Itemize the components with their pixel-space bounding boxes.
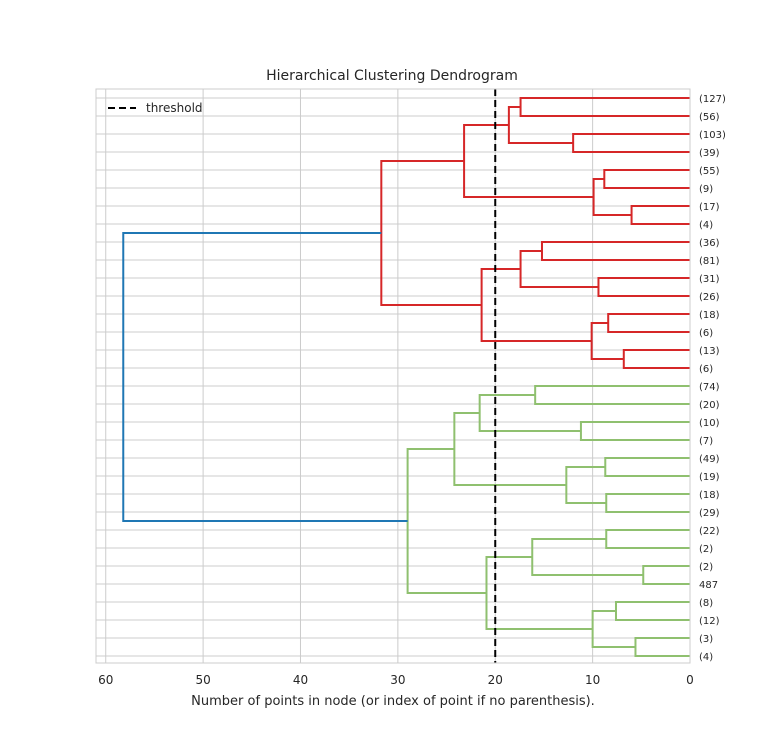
dendrogram-link bbox=[605, 493, 690, 513]
chart-title: Hierarchical Clustering Dendrogram bbox=[266, 68, 518, 84]
leaf-label: (127) bbox=[699, 94, 726, 105]
dendrogram-link bbox=[597, 277, 690, 297]
x-tick-label: 30 bbox=[390, 673, 405, 687]
dendrogram-link bbox=[406, 448, 487, 594]
dendrogram-link bbox=[480, 268, 592, 342]
dendrogram-link bbox=[603, 169, 690, 189]
dendrogram-link bbox=[534, 385, 690, 405]
dendrogram-link bbox=[604, 457, 690, 477]
dendrogram-link bbox=[622, 349, 690, 369]
dendrogram-link bbox=[591, 610, 636, 648]
leaf-label: (31) bbox=[699, 274, 720, 285]
dendrogram-link bbox=[607, 313, 690, 333]
leaf-label: (49) bbox=[699, 454, 720, 465]
leaf-label: (55) bbox=[699, 166, 720, 177]
leaf-label: 487 bbox=[699, 580, 718, 591]
leaf-label: (13) bbox=[699, 346, 720, 357]
dendrogram-link bbox=[579, 421, 690, 441]
leaf-label: (103) bbox=[699, 130, 726, 141]
leaf-label: (22) bbox=[699, 526, 720, 537]
leaf-label: (4) bbox=[699, 652, 713, 663]
leaf-label: (7) bbox=[699, 436, 713, 447]
leaf-label: (3) bbox=[699, 634, 713, 645]
legend: threshold bbox=[108, 101, 203, 115]
dendrogram-link bbox=[519, 250, 599, 288]
leaf-label: (81) bbox=[699, 256, 720, 267]
dendrogram-link bbox=[540, 241, 690, 261]
dendrogram-link bbox=[380, 160, 482, 306]
dendrogram-link bbox=[614, 601, 690, 621]
leaf-label: (8) bbox=[699, 598, 713, 609]
dendrogram-link bbox=[605, 529, 690, 549]
leaf-label: (6) bbox=[699, 364, 713, 375]
leaf-labels: (127) (56) (103) (39) (55) (9) (17) (4) (36) (81)… bbox=[699, 94, 726, 663]
dendrogram-link bbox=[122, 232, 408, 522]
dendrogram-link bbox=[642, 565, 690, 585]
x-tick-label: 0 bbox=[686, 673, 694, 687]
plot-frame bbox=[95, 88, 691, 664]
dendrogram-link bbox=[572, 133, 690, 153]
dendrogram-link bbox=[453, 412, 567, 486]
leaf-label: (20) bbox=[699, 400, 720, 411]
dendrogram-link bbox=[485, 556, 593, 630]
leaf-label: (4) bbox=[699, 220, 713, 231]
x-tick-label: 50 bbox=[195, 673, 210, 687]
leaf-label: (6) bbox=[699, 328, 713, 339]
dendrogram-link bbox=[565, 466, 607, 504]
leaf-label: (36) bbox=[699, 238, 720, 249]
dendrogram-link bbox=[519, 97, 690, 117]
leaf-label: (2) bbox=[699, 544, 713, 555]
grid-lines bbox=[96, 89, 691, 663]
leaf-label: (39) bbox=[699, 148, 720, 159]
leaf-label: (74) bbox=[699, 382, 720, 393]
leaf-label: (10) bbox=[699, 418, 720, 429]
leaf-label: (26) bbox=[699, 292, 720, 303]
dendrogram-link bbox=[463, 124, 594, 198]
dendrogram-link bbox=[630, 205, 690, 225]
leaf-label: (56) bbox=[699, 112, 720, 123]
dendrogram-link bbox=[478, 394, 581, 432]
leaf-label: (18) bbox=[699, 310, 720, 321]
leaf-label: (2) bbox=[699, 562, 713, 573]
dendrogram-link bbox=[592, 178, 632, 216]
dendrogram-link bbox=[634, 637, 690, 657]
dendrogram-link bbox=[531, 538, 644, 576]
leaf-label: (19) bbox=[699, 472, 720, 483]
x-tick-label: 20 bbox=[488, 673, 503, 687]
x-tick-label: 10 bbox=[585, 673, 600, 687]
x-axis-label: Number of points in node (or index of po… bbox=[191, 694, 595, 709]
leaf-label: (17) bbox=[699, 202, 720, 213]
x-tick-label: 40 bbox=[293, 673, 308, 687]
dendrogram-links bbox=[122, 97, 690, 657]
leaf-label: (29) bbox=[699, 508, 720, 519]
x-tick-labels: 60 50 40 30 20 10 0 bbox=[98, 673, 694, 687]
leaf-label: (9) bbox=[699, 184, 713, 195]
dendrogram-link bbox=[507, 106, 574, 144]
x-tick-label: 60 bbox=[98, 673, 113, 687]
leaf-label: (12) bbox=[699, 616, 720, 627]
legend-threshold-label: threshold bbox=[146, 101, 203, 115]
leaf-label: (18) bbox=[699, 490, 720, 501]
